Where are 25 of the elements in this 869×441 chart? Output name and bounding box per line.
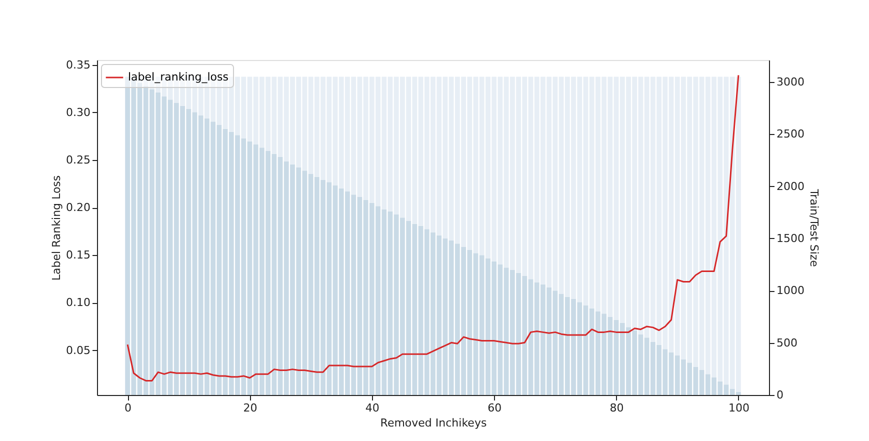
y2-tick-label: 1500	[776, 232, 804, 245]
y-tick-label: 0.35	[66, 58, 90, 72]
y-tick-label: 0.05	[66, 344, 90, 357]
y-tick-label: 0.15	[66, 248, 90, 262]
x-tick-label: 60	[488, 402, 502, 414]
line-series	[126, 74, 740, 382]
x-tick-label: 20	[243, 402, 258, 414]
y-tick-label: 0.30	[66, 106, 90, 119]
y2-tick-label: 0	[776, 388, 784, 402]
y2-tick-label: 3000	[776, 75, 804, 88]
y-tick-label: 0.25	[66, 153, 90, 166]
x-tick-label: 80	[610, 402, 624, 414]
y-tick-label: 0.20	[66, 201, 90, 214]
y2-tick-label: 2000	[776, 180, 804, 193]
legend-label: label_ranking_loss	[128, 70, 229, 84]
y2-tick-label: 1000	[776, 284, 804, 298]
y2-axis-title: Train/Test Size	[807, 188, 820, 268]
y-axis-title: Label Ranking Loss	[50, 175, 64, 281]
x-tick-label: 40	[365, 402, 380, 414]
y2-tick-label: 500	[776, 336, 798, 350]
x-tick-label: 100	[728, 402, 750, 414]
y2-tick-label: 2500	[776, 128, 804, 141]
x-axis-title: Removed Inchikeys	[380, 416, 487, 430]
x-tick-label: 0	[124, 402, 132, 414]
y-tick-label: 0.10	[66, 296, 90, 310]
